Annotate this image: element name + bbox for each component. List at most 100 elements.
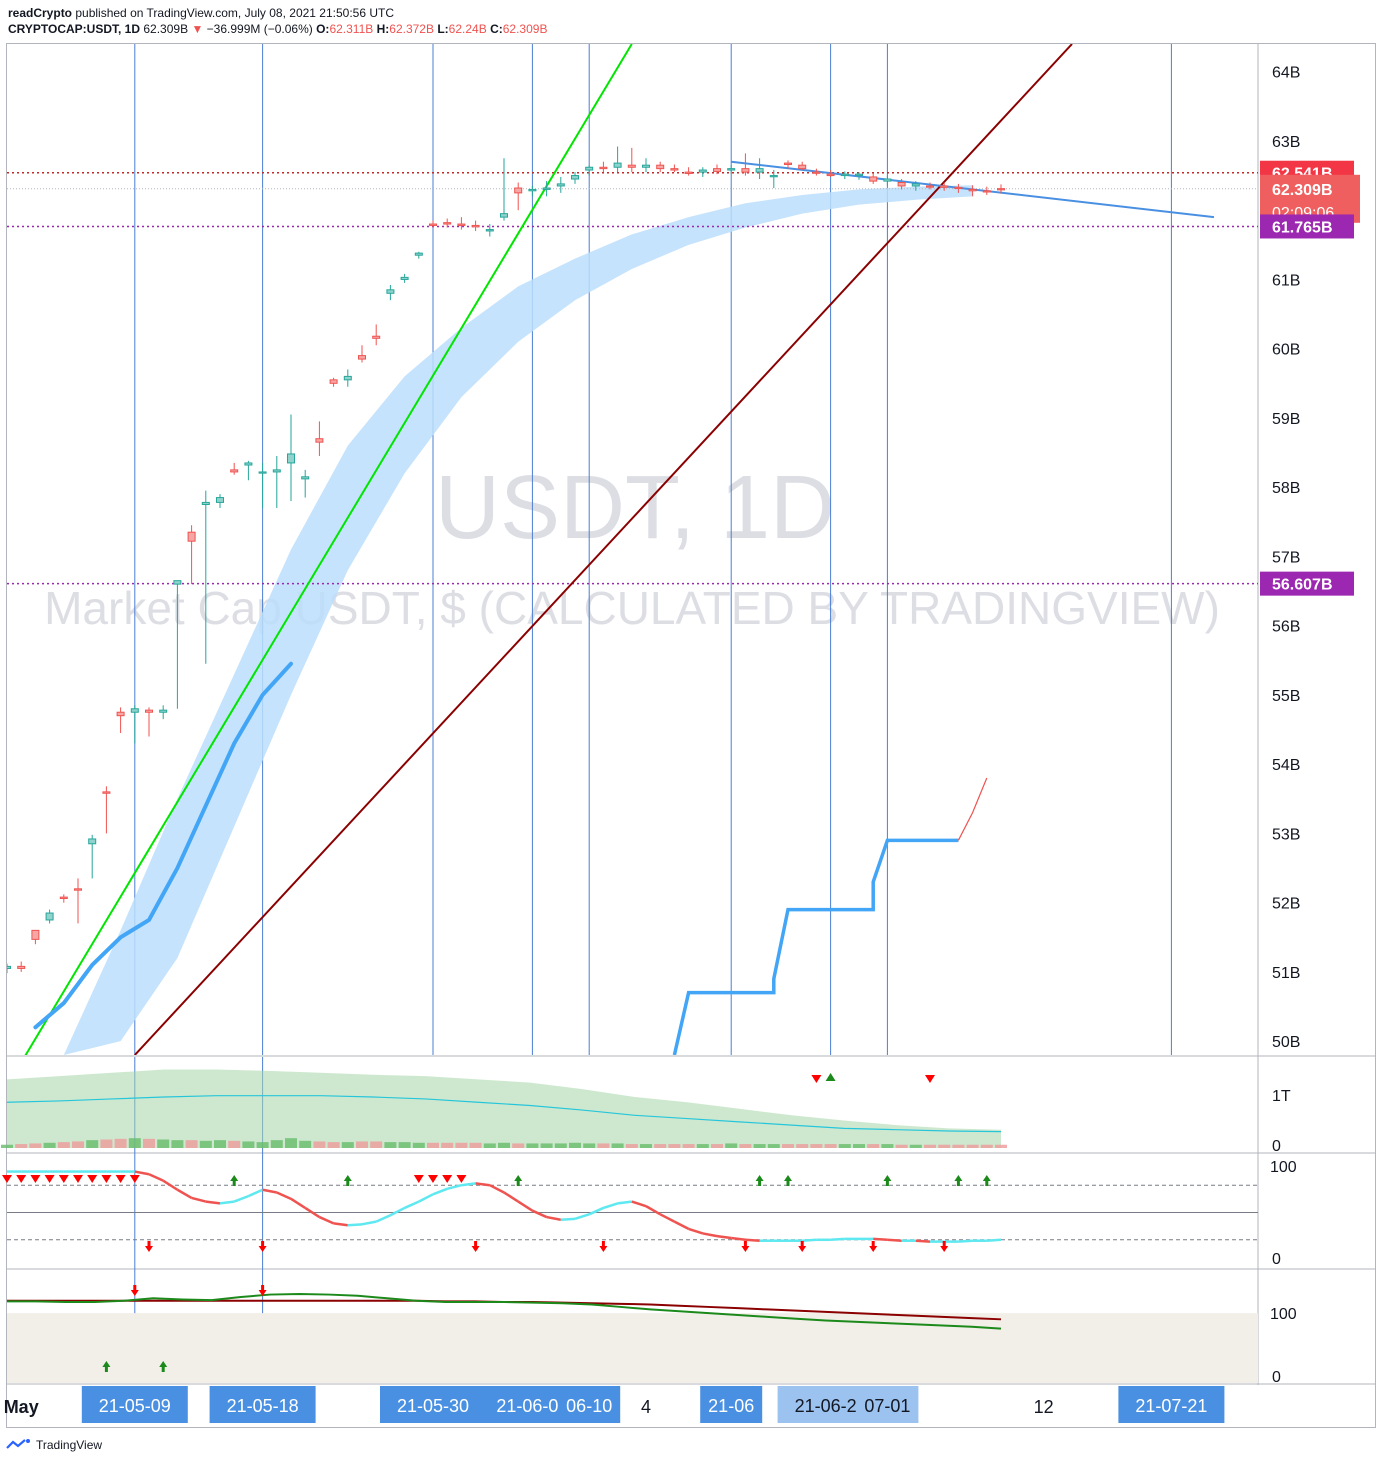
candle-body xyxy=(670,168,679,171)
volume-bar xyxy=(356,1141,368,1148)
stoch-k-segment xyxy=(802,1238,817,1242)
stoch-k-segment xyxy=(560,1217,576,1222)
volume-bar xyxy=(569,1142,581,1148)
volume-bar xyxy=(412,1142,425,1148)
stoch-tick-100: 100 xyxy=(1270,1159,1297,1176)
trendline-darkred xyxy=(134,44,1073,1055)
candle-body xyxy=(173,580,182,585)
candle-body xyxy=(287,453,295,464)
candle-body xyxy=(926,185,934,188)
candle-body xyxy=(102,791,111,794)
stoch-k-segment xyxy=(262,1188,278,1194)
stoch-k-segment xyxy=(645,1205,661,1216)
volume-bar xyxy=(299,1140,312,1148)
author[interactable]: readCrypto xyxy=(8,6,73,20)
volume-bar xyxy=(483,1143,496,1148)
volume-bar xyxy=(966,1144,979,1148)
candle-body xyxy=(585,166,594,171)
y-tick-label: 50B xyxy=(1272,1034,1300,1051)
stoch-k-segment xyxy=(745,1238,760,1242)
candle-body xyxy=(897,181,906,187)
stoch-down-triangle-icon xyxy=(428,1175,438,1183)
candle-body xyxy=(429,223,437,226)
stoch-down-arrow-icon xyxy=(599,1241,608,1252)
stoch-down-triangle-icon xyxy=(58,1175,69,1183)
stoch-k-segment xyxy=(404,1200,420,1210)
candle-body xyxy=(855,173,863,177)
y-tick-label: 63B xyxy=(1272,134,1300,151)
volume-bar xyxy=(526,1143,539,1148)
volume-bar xyxy=(285,1138,297,1148)
signal-down-icon xyxy=(811,1075,822,1083)
volume-bar xyxy=(128,1138,141,1148)
trendline-green xyxy=(24,44,633,1055)
candle-body xyxy=(272,469,281,473)
candle-body xyxy=(769,175,778,178)
candle-body xyxy=(130,708,139,713)
stoch-k-segment xyxy=(318,1215,335,1225)
volume-bar xyxy=(711,1144,723,1148)
lower-tick-100: 100 xyxy=(1270,1306,1297,1323)
volume-bar xyxy=(640,1144,652,1148)
candle-body xyxy=(571,175,579,180)
candle-body xyxy=(7,965,11,969)
stoch-tick-0: 0 xyxy=(1272,1251,1281,1268)
volume-bar xyxy=(952,1144,965,1148)
candle-body xyxy=(216,497,224,503)
stoch-k-segment xyxy=(333,1222,348,1227)
volume-bar xyxy=(143,1138,155,1148)
candle-body xyxy=(642,164,650,168)
stoch-down-arrow-icon xyxy=(471,1241,480,1252)
candle-body xyxy=(414,252,423,256)
close-value: 62.309B xyxy=(502,22,548,36)
stoch-k-segment xyxy=(191,1196,207,1203)
brand-name[interactable]: TradingView xyxy=(36,1438,103,1452)
chart-frame xyxy=(6,43,1376,1428)
stoch-k-segment xyxy=(873,1237,888,1242)
publish-info: published on TradingView.com, July 08, 2… xyxy=(75,6,395,20)
candle-body xyxy=(201,501,210,505)
stoch-k-segment xyxy=(304,1206,321,1219)
watermark-description: Market Cap USDT, $ (CALCULATED BY TRADIN… xyxy=(44,582,1220,634)
y-tick-label: 60B xyxy=(1272,342,1300,359)
main-pane xyxy=(7,44,1258,1055)
x-highlight-label-bg xyxy=(1118,1386,1225,1423)
volume-bar xyxy=(583,1143,596,1148)
volume-bar xyxy=(824,1144,837,1148)
price-label: 62.309B xyxy=(1272,182,1333,199)
stoch-down-arrow-icon xyxy=(869,1241,878,1252)
volume-bar xyxy=(341,1142,354,1148)
stoch-k-segment xyxy=(546,1215,562,1222)
volume-bar xyxy=(654,1144,667,1148)
stoch-down-arrow-icon xyxy=(940,1241,949,1252)
stoch-k-segment xyxy=(702,1232,718,1238)
x-highlight-label: 21-06 xyxy=(708,1396,754,1416)
candle-body xyxy=(74,888,82,891)
stoch-k-segment xyxy=(887,1238,902,1242)
volume-bar xyxy=(597,1143,610,1148)
stoch-k-segment xyxy=(731,1236,746,1242)
symbol-name[interactable]: CRYPTOCAP:USDT, 1D xyxy=(8,22,141,36)
stoch-k-segment xyxy=(830,1237,845,1242)
volume-bar xyxy=(384,1142,397,1148)
stoch-k-segment xyxy=(461,1182,476,1187)
stoch-k-segment xyxy=(688,1227,704,1235)
volume-bar xyxy=(199,1140,212,1148)
candle-body xyxy=(954,186,963,190)
candle-body xyxy=(755,168,764,173)
candle-body xyxy=(514,187,523,194)
volume-bar xyxy=(668,1144,681,1148)
stoch-k-segment xyxy=(446,1183,462,1191)
candle-body xyxy=(883,178,892,182)
volume-bar xyxy=(242,1141,255,1148)
candle-body xyxy=(542,187,551,190)
volume-bar xyxy=(427,1142,439,1148)
lower-band xyxy=(7,1313,1258,1383)
stoch-k-segment xyxy=(233,1194,249,1203)
footer: TradingView xyxy=(6,1438,102,1452)
candle-body xyxy=(230,469,239,473)
stoch-up-arrow-icon xyxy=(982,1175,991,1186)
candle-body xyxy=(997,188,1005,191)
level-label-56607-bg xyxy=(1260,571,1354,596)
